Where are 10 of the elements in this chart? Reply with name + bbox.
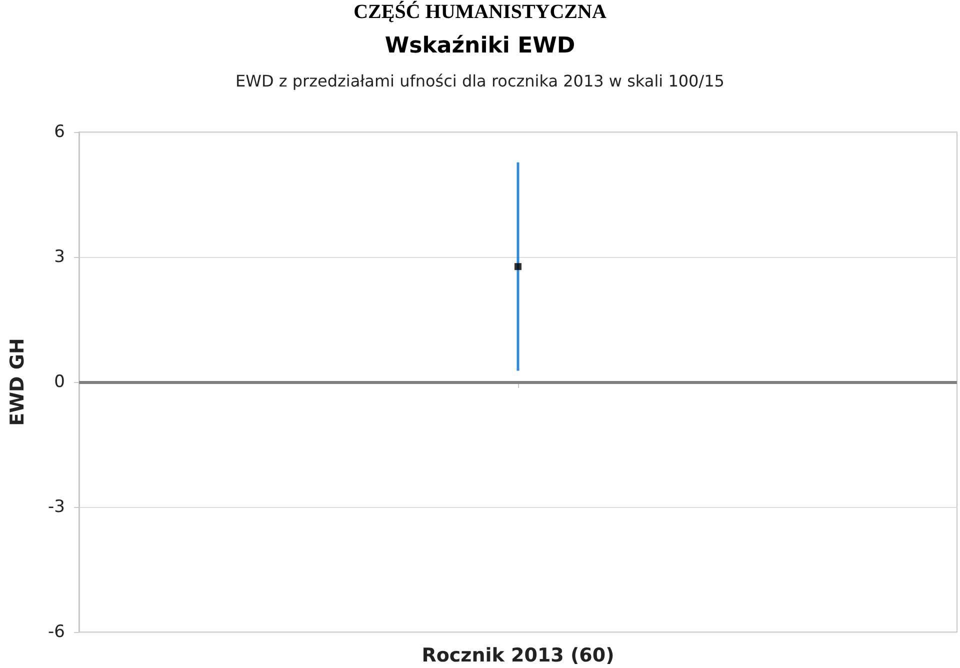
- chart-subtitle: EWD z przedziałami ufności dla rocznika 2013 w skali 100/15: [236, 72, 724, 90]
- y-tick-label: -6: [48, 622, 65, 642]
- x-tick-label: Rocznik 2013 (60): [422, 644, 614, 666]
- text: CZĘŚĆ HUMANISTYCZNA: [354, 0, 607, 23]
- y-tick-label: -3: [48, 497, 65, 517]
- y-axis-title: EWD GH: [6, 338, 28, 426]
- y-tick-label: 6: [54, 122, 65, 142]
- y-tick-label: 3: [54, 247, 65, 267]
- y-tick-label: 0: [54, 372, 65, 392]
- chart-title: Wskaźniki EWD: [384, 34, 576, 58]
